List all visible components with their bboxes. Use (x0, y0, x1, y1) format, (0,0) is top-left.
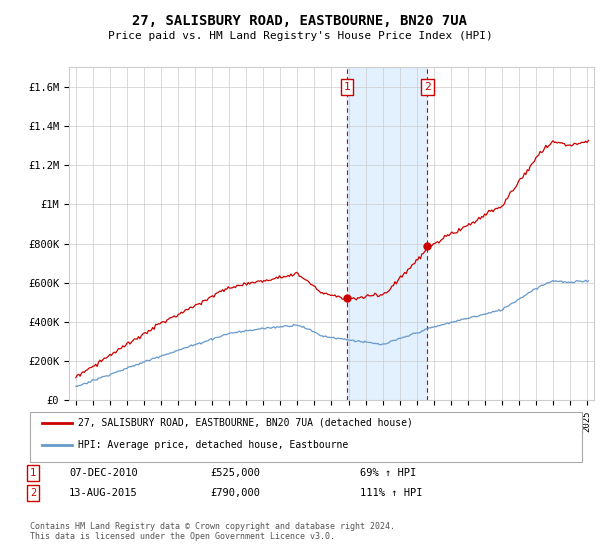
Bar (347, 67, 427, 400)
Text: 13-AUG-2015: 13-AUG-2015 (69, 488, 138, 498)
Text: HPI: Average price, detached house, Eastbourne: HPI: Average price, detached house, East… (78, 440, 348, 450)
Text: 1: 1 (344, 82, 350, 92)
Text: 27, SALISBURY ROAD, EASTBOURNE, BN20 7UA (detached house): 27, SALISBURY ROAD, EASTBOURNE, BN20 7UA… (78, 418, 413, 428)
Text: 27, SALISBURY ROAD, EASTBOURNE, BN20 7UA: 27, SALISBURY ROAD, EASTBOURNE, BN20 7UA (133, 14, 467, 28)
Text: Price paid vs. HM Land Registry's House Price Index (HPI): Price paid vs. HM Land Registry's House … (107, 31, 493, 41)
Text: 1: 1 (30, 468, 36, 478)
Text: 2: 2 (30, 488, 36, 498)
Text: 69% ↑ HPI: 69% ↑ HPI (360, 468, 416, 478)
Text: 07-DEC-2010: 07-DEC-2010 (69, 468, 138, 478)
Text: £525,000: £525,000 (210, 468, 260, 478)
Text: 2: 2 (424, 82, 431, 92)
Text: 111% ↑ HPI: 111% ↑ HPI (360, 488, 422, 498)
Text: £790,000: £790,000 (210, 488, 260, 498)
Text: Contains HM Land Registry data © Crown copyright and database right 2024.
This d: Contains HM Land Registry data © Crown c… (30, 522, 395, 542)
